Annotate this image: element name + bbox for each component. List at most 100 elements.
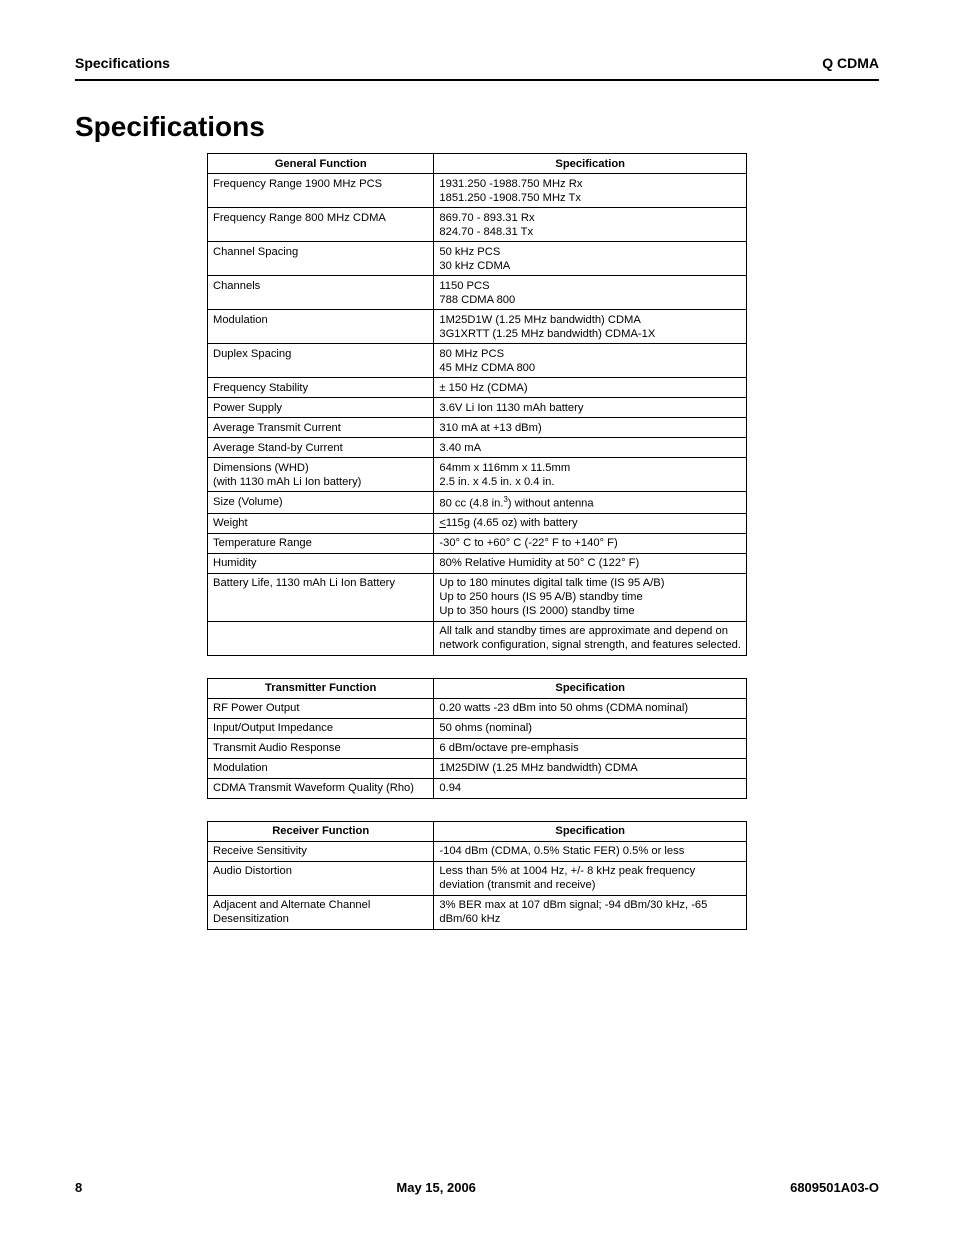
table-cell: ± 150 Hz (CDMA) [434,378,747,398]
table-cell: Duplex Spacing [208,344,434,378]
page: Specifications Q CDMA Specifications Gen… [0,0,954,1235]
table2-body: RF Power Output0.20 watts -23 dBm into 5… [208,698,747,798]
table-row: Size (Volume)80 cc (4.8 in.3) without an… [208,492,747,514]
table-cell: Receive Sensitivity [208,841,434,861]
table-cell: Power Supply [208,398,434,418]
spacer [75,952,879,1160]
table-cell: Frequency Range 800 MHz CDMA [208,208,434,242]
page-title: Specifications [75,111,879,143]
table-cell: 310 mA at +13 dBm) [434,418,747,438]
table-cell: 869.70 - 893.31 Rx824.70 - 848.31 Tx [434,208,747,242]
table-cell: Adjacent and Alternate Channel Desensiti… [208,895,434,929]
table-cell: 50 ohms (nominal) [434,718,747,738]
table-col-header: Specification [434,678,747,698]
table-row: Power Supply3.6V Li Ion 1130 mAh battery [208,398,747,418]
table-row: Average Stand-by Current3.40 mA [208,438,747,458]
table-row: Battery Life, 1130 mAh Li Ion BatteryUp … [208,573,747,621]
transmitter-function-table: Transmitter Function Specification RF Po… [207,678,747,799]
table-cell: 80 MHz PCS45 MHz CDMA 800 [434,344,747,378]
table-cell: 80 cc (4.8 in.3) without antenna [434,492,747,514]
table-row: Duplex Spacing80 MHz PCS45 MHz CDMA 800 [208,344,747,378]
table-row: Humidity80% Relative Humidity at 50° C (… [208,553,747,573]
table-cell: CDMA Transmit Waveform Quality (Rho) [208,778,434,798]
table-row: Weight<115g (4.65 oz) with battery [208,513,747,533]
table3-body: Receive Sensitivity-104 dBm (CDMA, 0.5% … [208,841,747,929]
table-row: Transmit Audio Response6 dBm/octave pre-… [208,738,747,758]
table-cell: 0.94 [434,778,747,798]
table-row: Frequency Range 800 MHz CDMA869.70 - 893… [208,208,747,242]
table-col-header: Receiver Function [208,821,434,841]
table-cell: Transmit Audio Response [208,738,434,758]
table-header-row: Transmitter Function Specification [208,678,747,698]
table-cell: 3.40 mA [434,438,747,458]
table-cell: 1M25D1W (1.25 MHz bandwidth) CDMA3G1XRTT… [434,310,747,344]
table-cell: Up to 180 minutes digital talk time (IS … [434,573,747,621]
table-row: Channel Spacing50 kHz PCS30 kHz CDMA [208,242,747,276]
table-cell: 3% BER max at 107 dBm signal; -94 dBm/30… [434,895,747,929]
table-col-header: General Function [208,154,434,174]
table-cell: Modulation [208,758,434,778]
footer-page-number: 8 [75,1180,82,1195]
table-row: Dimensions (WHD)(with 1130 mAh Li Ion ba… [208,458,747,492]
table-row: CDMA Transmit Waveform Quality (Rho)0.94 [208,778,747,798]
table-row: All talk and standby times are approxima… [208,621,747,655]
footer-doc-id: 6809501A03-O [790,1180,879,1195]
table-cell: Channels [208,276,434,310]
table-cell: Audio Distortion [208,861,434,895]
table-row: Modulation1M25DIW (1.25 MHz bandwidth) C… [208,758,747,778]
table-cell: -30° C to +60° C (-22° F to +140° F) [434,533,747,553]
table-cell: Input/Output Impedance [208,718,434,738]
table-cell: Modulation [208,310,434,344]
table-row: Audio DistortionLess than 5% at 1004 Hz,… [208,861,747,895]
table-cell: Size (Volume) [208,492,434,514]
table-row: Channels1150 PCS788 CDMA 800 [208,276,747,310]
table-cell: 80% Relative Humidity at 50° C (122° F) [434,553,747,573]
footer-date: May 15, 2006 [396,1180,476,1195]
table-col-header: Specification [434,821,747,841]
table-cell: Humidity [208,553,434,573]
table-cell: Channel Spacing [208,242,434,276]
table-row: Adjacent and Alternate Channel Desensiti… [208,895,747,929]
table-cell: Battery Life, 1130 mAh Li Ion Battery [208,573,434,621]
table-cell: Temperature Range [208,533,434,553]
table-cell: Weight [208,513,434,533]
header-left: Specifications [75,55,170,71]
table-cell [208,621,434,655]
table-col-header: Transmitter Function [208,678,434,698]
table-cell: 6 dBm/octave pre-emphasis [434,738,747,758]
table-row: Average Transmit Current310 mA at +13 dB… [208,418,747,438]
table-row: Input/Output Impedance50 ohms (nominal) [208,718,747,738]
table-header-row: Receiver Function Specification [208,821,747,841]
table-cell: Average Transmit Current [208,418,434,438]
table-row: Receive Sensitivity-104 dBm (CDMA, 0.5% … [208,841,747,861]
table-cell: RF Power Output [208,698,434,718]
table-cell: 0.20 watts -23 dBm into 50 ohms (CDMA no… [434,698,747,718]
table-cell: Frequency Stability [208,378,434,398]
table-cell: Less than 5% at 1004 Hz, +/- 8 kHz peak … [434,861,747,895]
table-cell: 1931.250 -1988.750 MHz Rx1851.250 -1908.… [434,174,747,208]
running-footer: 8 May 15, 2006 6809501A03-O [75,1160,879,1195]
table-cell: Frequency Range 1900 MHz PCS [208,174,434,208]
header-rule [75,79,879,81]
table-row: Temperature Range-30° C to +60° C (-22° … [208,533,747,553]
table-cell: 1150 PCS788 CDMA 800 [434,276,747,310]
table-cell: 64mm x 116mm x 11.5mm2.5 in. x 4.5 in. x… [434,458,747,492]
table-row: Modulation1M25D1W (1.25 MHz bandwidth) C… [208,310,747,344]
table-cell: All talk and standby times are approxima… [434,621,747,655]
table-cell: <115g (4.65 oz) with battery [434,513,747,533]
table-cell: Average Stand-by Current [208,438,434,458]
table-cell: 50 kHz PCS30 kHz CDMA [434,242,747,276]
table-cell: 3.6V Li Ion 1130 mAh battery [434,398,747,418]
table-cell: -104 dBm (CDMA, 0.5% Static FER) 0.5% or… [434,841,747,861]
header-right: Q CDMA [822,55,879,71]
table-row: RF Power Output0.20 watts -23 dBm into 5… [208,698,747,718]
table-row: Frequency Stability± 150 Hz (CDMA) [208,378,747,398]
general-function-table: General Function Specification Frequency… [207,153,747,656]
table-header-row: General Function Specification [208,154,747,174]
table-cell: 1M25DIW (1.25 MHz bandwidth) CDMA [434,758,747,778]
receiver-function-table: Receiver Function Specification Receive … [207,821,747,930]
running-header: Specifications Q CDMA [75,55,879,71]
table1-body: Frequency Range 1900 MHz PCS1931.250 -19… [208,174,747,656]
table-row: Frequency Range 1900 MHz PCS1931.250 -19… [208,174,747,208]
table-col-header: Specification [434,154,747,174]
